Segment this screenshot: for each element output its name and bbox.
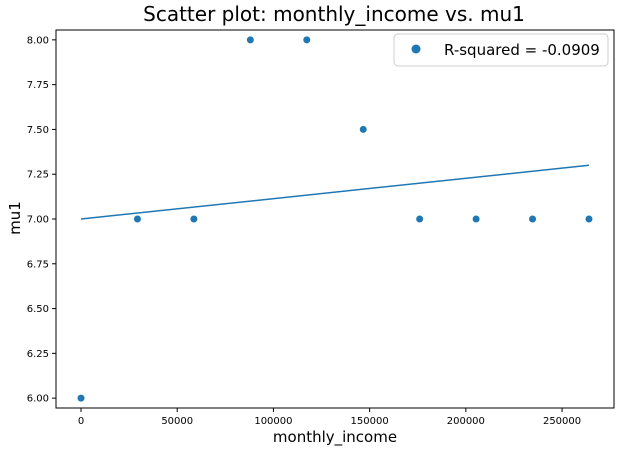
- x-axis-label: monthly_income: [273, 428, 397, 447]
- chart-title: Scatter plot: monthly_income vs. mu1: [143, 2, 525, 26]
- data-point: [359, 125, 367, 133]
- data-point: [190, 215, 198, 223]
- x-tick-label: 100000: [254, 416, 292, 427]
- trend-line: [80, 164, 590, 220]
- x-tick-label: 200000: [447, 416, 485, 427]
- legend-marker: [411, 44, 421, 54]
- y-axis-label: mu1: [6, 201, 24, 235]
- x-tick-label: 150000: [351, 416, 389, 427]
- y-tick-label: 6.50: [27, 304, 49, 315]
- legend-label: R-squared = -0.0909: [444, 41, 600, 59]
- x-tick-label: 250000: [543, 416, 581, 427]
- y-tick-label: 6.75: [27, 259, 49, 270]
- legend: R-squared = -0.0909: [393, 33, 609, 67]
- y-tick-label: 7.00: [27, 215, 49, 226]
- data-point: [77, 394, 85, 402]
- x-tick-label: 50000: [161, 416, 193, 427]
- data-point: [246, 36, 254, 44]
- data-point: [303, 36, 311, 44]
- x-axis-ticks: 0 50000 100000 150000 200000 250000: [78, 408, 581, 427]
- points-layer: [77, 36, 593, 402]
- y-tick-label: 6.00: [27, 394, 49, 405]
- y-tick-label: 8.00: [27, 35, 49, 46]
- y-tick-label: 7.25: [27, 170, 49, 181]
- data-point: [472, 215, 480, 223]
- data-point: [133, 215, 141, 223]
- y-axis-ticks: 6.00 6.25 6.50 6.75 7.00 7.25 7.50 7.75 8.00: [27, 35, 56, 405]
- x-tick-label: 0: [78, 416, 84, 427]
- data-point: [416, 215, 424, 223]
- y-tick-label: 7.50: [27, 125, 49, 136]
- trend-layer: [80, 164, 590, 220]
- data-point: [529, 215, 537, 223]
- data-point: [585, 215, 593, 223]
- legend-box: [393, 33, 609, 67]
- y-tick-label: 6.25: [27, 349, 49, 360]
- y-tick-label: 7.75: [27, 80, 49, 91]
